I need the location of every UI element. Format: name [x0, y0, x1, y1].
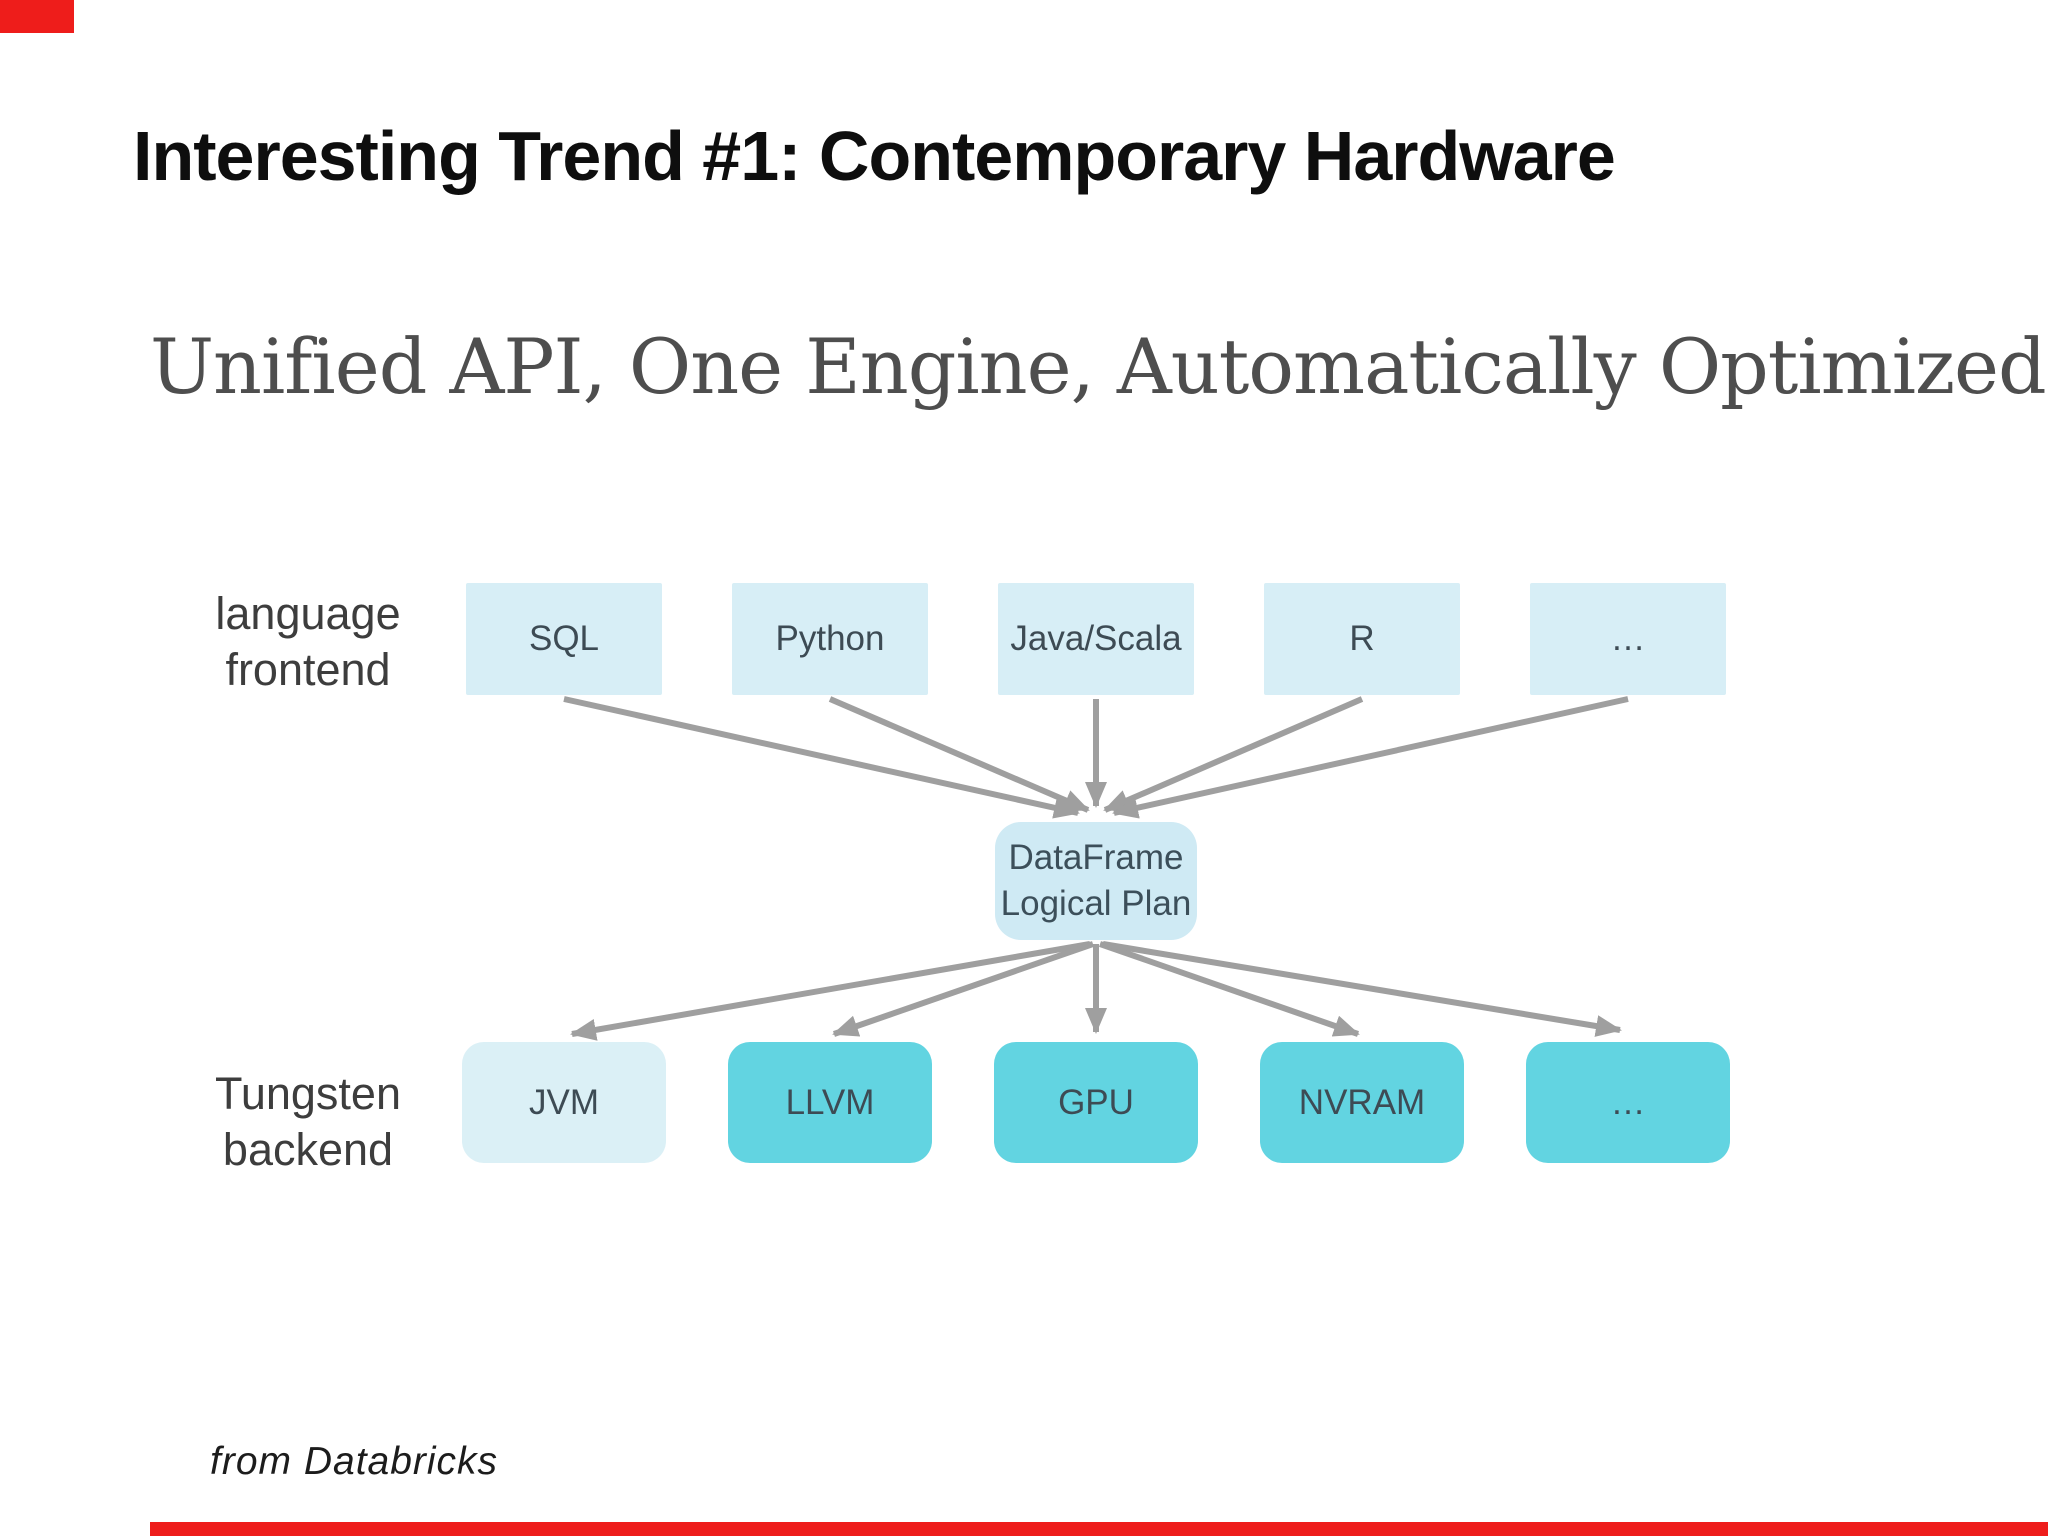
node-backend-ellipsis: …: [1526, 1042, 1730, 1163]
node-jvm: JVM: [462, 1042, 666, 1163]
frontend-row-label-line2: frontend: [225, 644, 391, 695]
backend-row-label-line2: backend: [222, 1124, 394, 1175]
credit-text: from Databricks: [210, 1440, 499, 1483]
frontend-row-label: language frontend: [158, 586, 458, 698]
node-sql: SQL: [466, 583, 662, 695]
node-llvm: LLVM: [728, 1042, 932, 1163]
node-dataframe-logical-plan: DataFrame Logical Plan: [995, 822, 1197, 940]
backend-row-label: Tungsten backend: [158, 1066, 458, 1178]
backend-row-label-line1: Tungsten: [215, 1068, 401, 1119]
slide-subtitle: Unified API, One Engine, Automatically O…: [150, 322, 2047, 411]
arrow-hub-to-jvm: [570, 941, 1091, 1041]
arrow-hub-to-ellipsis: [1102, 941, 1622, 1037]
arrow-python-to-hub: [828, 696, 1090, 813]
arrow-r-to-hub: [1103, 696, 1364, 813]
node-python: Python: [732, 583, 928, 695]
red-bottom-bar: [150, 1522, 2048, 1536]
arrow-sql-to-hub: [563, 696, 1080, 819]
hub-label-line2: Logical Plan: [1000, 884, 1192, 923]
arrow-ellipsis-to-hub: [1112, 696, 1629, 819]
slide-title: Interesting Trend #1: Contemporary Hardw…: [133, 117, 1616, 195]
node-r: R: [1264, 583, 1460, 695]
red-corner-mark: [0, 0, 74, 33]
node-nvram: NVRAM: [1260, 1042, 1464, 1163]
node-gpu: GPU: [994, 1042, 1198, 1163]
hub-label-line1: DataFrame: [1008, 838, 1184, 877]
node-javascala: Java/Scala: [998, 583, 1194, 695]
node-frontend-ellipsis: …: [1530, 583, 1726, 695]
arrow-hub-to-nvram: [1099, 941, 1360, 1037]
arrow-hub-to-llvm: [832, 941, 1094, 1037]
frontend-row-label-line1: language: [215, 588, 401, 639]
